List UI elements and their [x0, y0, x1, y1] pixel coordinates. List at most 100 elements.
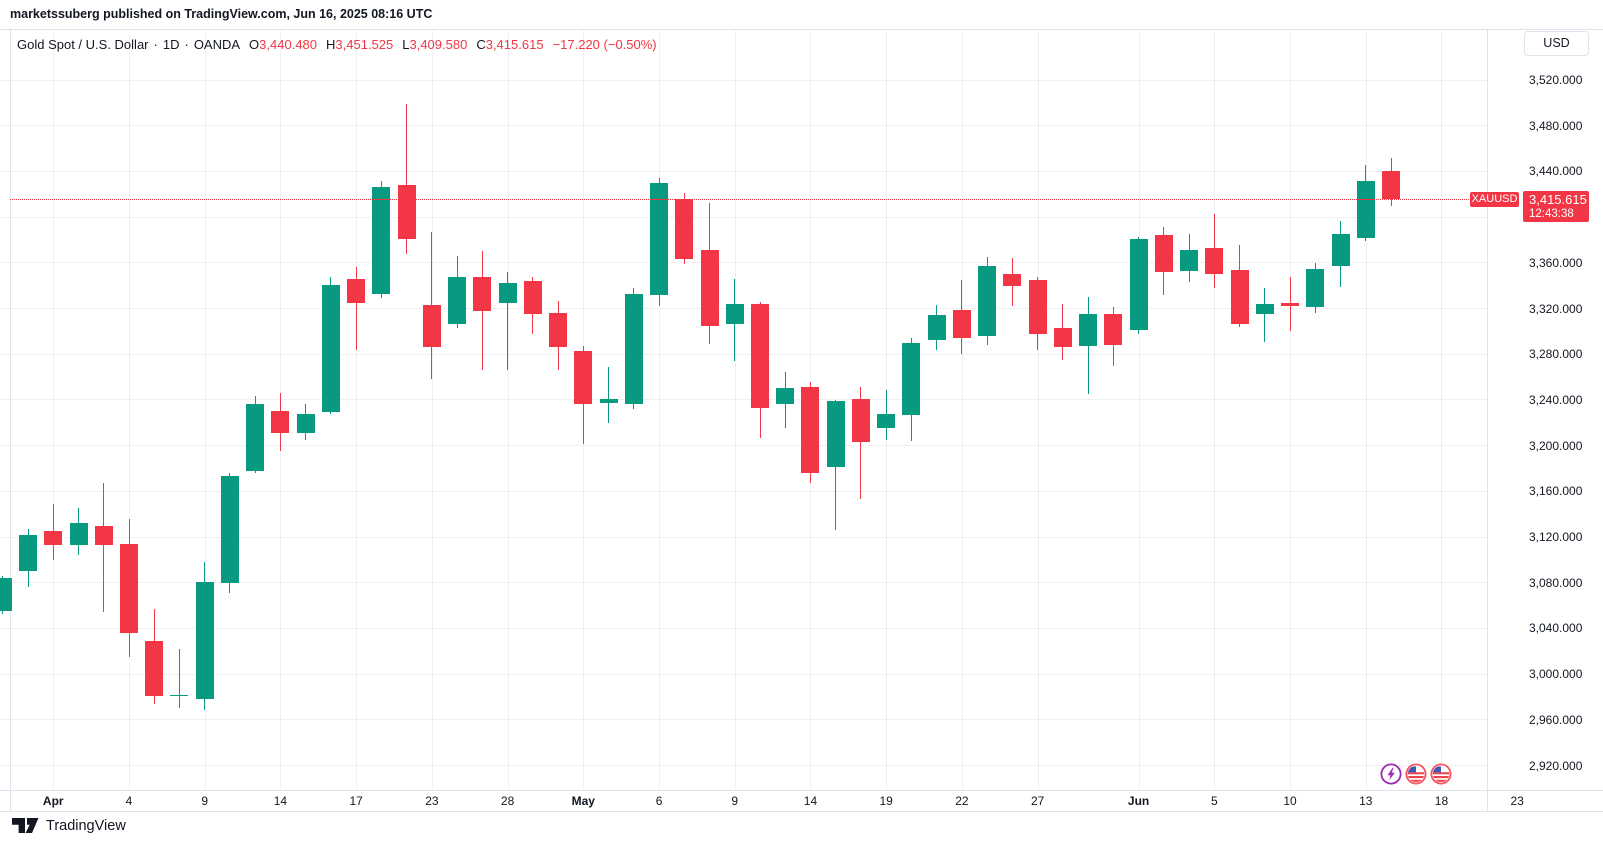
time-axis-label: 17	[349, 794, 363, 808]
candle-body	[94, 525, 113, 545]
time-axis[interactable]	[0, 791, 1603, 811]
candle-body	[220, 476, 239, 583]
candle-body	[1053, 327, 1072, 348]
grid-h-line	[0, 627, 1487, 629]
price-axis-label: 3,320.000	[1529, 301, 1583, 316]
grid-v-line	[508, 30, 509, 790]
brand-bar: TradingView	[0, 812, 1603, 850]
grid-v-line	[1214, 30, 1215, 790]
candle-body	[69, 523, 88, 545]
candle-body	[448, 276, 467, 325]
candle-body	[1154, 235, 1173, 272]
candle-body	[675, 198, 694, 260]
price-axis-label: 3,040.000	[1529, 621, 1583, 636]
price-axis-label: 2,920.000	[1529, 758, 1583, 773]
time-axis-label: 18	[1434, 794, 1449, 808]
candle-body	[473, 276, 492, 311]
time-axis-label: 23	[1510, 794, 1524, 808]
time-axis-label: 27	[1030, 794, 1045, 808]
time-axis-separator	[0, 790, 1603, 791]
bar-countdown: 12:43:38	[1529, 208, 1574, 220]
grid-h-line	[0, 79, 1487, 81]
candle-body	[195, 581, 214, 700]
grid-v-line	[659, 30, 660, 790]
grid-v-line	[1139, 30, 1140, 790]
currency-unit-button[interactable]: USD	[1524, 31, 1589, 56]
candle-body	[1205, 247, 1224, 275]
symbol-title: Gold Spot / U.S. Dollar	[17, 36, 149, 52]
candle-body	[751, 303, 769, 408]
candle-wick	[507, 271, 509, 371]
grid-v-line	[129, 30, 130, 790]
candle-body	[498, 283, 517, 303]
candle-body	[120, 543, 138, 633]
price-axis[interactable]	[1488, 30, 1603, 790]
grid-v-line	[1366, 30, 1367, 790]
candle-body	[170, 694, 189, 697]
time-axis-label: 23	[425, 794, 439, 808]
time-axis-label: Jun	[1127, 794, 1150, 808]
legend-separator: ·	[153, 36, 158, 52]
candle-body	[927, 315, 946, 341]
chart-plot-area[interactable]	[0, 30, 1487, 790]
current-price-tag: 3,415.615 12:43:38	[1523, 191, 1589, 222]
candle-body	[877, 413, 896, 429]
event-marker-us-flag-icon[interactable]	[1405, 763, 1427, 785]
price-axis-label: 3,200.000	[1529, 438, 1583, 453]
candle-body	[1230, 269, 1249, 325]
grid-v-line	[205, 30, 206, 790]
time-axis-label: 22	[955, 794, 969, 808]
grid-v-line	[1441, 30, 1442, 790]
current-price-value: 3,415.615	[1529, 192, 1587, 207]
time-axis-label: 9	[731, 794, 739, 808]
legend-separator: ·	[184, 36, 189, 52]
candle-body	[1306, 268, 1325, 308]
chart-legend: Gold Spot / U.S. Dollar · 1D · OANDA O3,…	[17, 36, 657, 52]
candle-body	[801, 387, 820, 474]
price-axis-label: 3,440.000	[1529, 164, 1583, 179]
grid-h-line	[0, 353, 1487, 355]
grid-v-line	[1038, 30, 1039, 790]
candle-body	[776, 388, 795, 405]
candle-body	[1129, 238, 1148, 331]
candle-body	[372, 187, 391, 294]
candle-wick	[103, 483, 105, 613]
time-axis-label: 4	[125, 794, 133, 808]
price-axis-label: 3,480.000	[1529, 118, 1583, 133]
candle-body	[1104, 314, 1123, 346]
time-axis-label: 19	[879, 794, 893, 808]
candle-body	[1003, 274, 1022, 286]
candle-body	[321, 284, 340, 413]
candle-body	[826, 401, 845, 468]
price-axis-label: 3,240.000	[1529, 392, 1583, 407]
event-marker-lightning-icon[interactable]	[1380, 763, 1402, 785]
candle-body	[0, 578, 12, 612]
time-axis-label: 6	[655, 794, 663, 808]
current-price-line	[10, 199, 1471, 200]
candle-body	[296, 413, 315, 434]
time-axis-label: 28	[500, 794, 515, 808]
grid-h-line	[0, 170, 1487, 172]
candle-body	[19, 534, 38, 572]
grid-h-line	[0, 719, 1487, 721]
price-change: −17.220 (−0.50%)	[552, 36, 657, 52]
candle-body	[574, 350, 593, 405]
candle-body	[902, 342, 921, 415]
price-axis-separator	[1487, 30, 1488, 811]
frame-bottom-border	[0, 811, 1603, 812]
tradingview-link[interactable]: TradingView	[12, 818, 126, 834]
candle-body	[1281, 302, 1300, 307]
grid-h-line	[0, 673, 1487, 675]
frame-left-border	[10, 30, 11, 811]
event-marker-us-flag-icon[interactable]	[1430, 763, 1452, 785]
frame-top-border	[0, 29, 1603, 30]
candle-body	[523, 281, 542, 315]
candle-wick	[178, 648, 180, 709]
candle-body	[952, 309, 971, 339]
candle-body	[978, 266, 997, 336]
candle-wick	[1264, 287, 1266, 342]
candle-body	[145, 640, 164, 696]
grid-v-line	[962, 30, 963, 790]
grid-h-line	[0, 490, 1487, 492]
grid-v-line	[735, 30, 736, 790]
